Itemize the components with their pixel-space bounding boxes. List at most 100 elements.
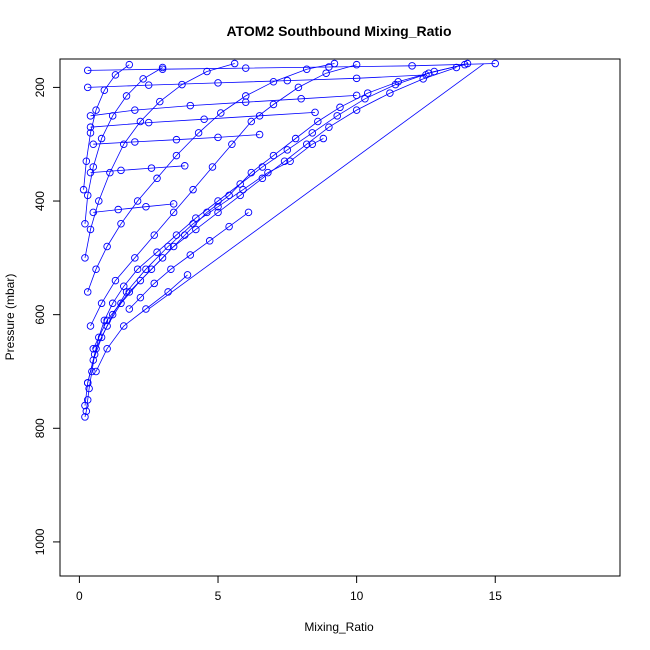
data-point xyxy=(178,80,186,89)
data-point xyxy=(322,69,330,77)
data-point xyxy=(92,344,100,353)
series-line xyxy=(90,112,316,128)
data-point xyxy=(217,109,225,117)
data-point xyxy=(89,344,98,353)
data-point xyxy=(82,407,91,415)
data-point xyxy=(147,265,156,273)
data-point xyxy=(125,60,134,69)
chart-title: ATOM2 Southbound Mixing_Ratio xyxy=(226,23,451,39)
data-point xyxy=(97,134,106,143)
series-4 xyxy=(86,60,361,330)
series-line xyxy=(87,63,335,293)
data-point xyxy=(106,168,114,177)
plot-frame xyxy=(59,58,621,577)
data-point xyxy=(133,265,142,273)
data-point xyxy=(131,138,139,146)
data-point xyxy=(108,299,117,308)
data-point xyxy=(422,71,430,79)
series-line xyxy=(90,165,185,173)
data-point xyxy=(158,254,167,262)
y-tick-label: 200 xyxy=(33,77,47,97)
data-point xyxy=(169,242,178,251)
data-point xyxy=(181,162,189,170)
boundary-line xyxy=(148,63,485,310)
data-point xyxy=(308,140,317,148)
series-5 xyxy=(83,59,339,296)
series-line xyxy=(93,203,174,213)
data-point xyxy=(269,151,278,160)
data-point xyxy=(95,333,103,342)
series-13 xyxy=(89,130,264,148)
data-point xyxy=(92,106,100,114)
data-point xyxy=(241,98,250,106)
data-point xyxy=(394,77,402,86)
data-point xyxy=(183,271,192,279)
data-point xyxy=(144,81,153,89)
data-point xyxy=(114,205,122,214)
data-point xyxy=(89,140,98,148)
y-tick-label: 400 xyxy=(33,191,47,211)
series-line xyxy=(92,67,457,349)
data-point xyxy=(111,276,120,285)
data-point xyxy=(314,117,322,126)
series-16 xyxy=(86,108,319,131)
data-point xyxy=(158,65,167,73)
data-point xyxy=(225,191,233,200)
series-line xyxy=(84,138,324,406)
data-point xyxy=(153,248,161,256)
y-axis: 200 400 600 800 1000 xyxy=(33,77,61,555)
data-point xyxy=(352,60,361,69)
data-point xyxy=(150,279,159,288)
data-point xyxy=(117,299,125,308)
data-point xyxy=(90,350,99,359)
data-point xyxy=(79,185,88,194)
data-point xyxy=(136,117,145,126)
data-point xyxy=(452,63,461,72)
data-point xyxy=(133,197,142,205)
data-point xyxy=(386,89,394,97)
data-point xyxy=(95,197,103,205)
data-point xyxy=(230,59,239,68)
series-line xyxy=(84,67,163,224)
series-line xyxy=(84,63,468,417)
series-line xyxy=(90,95,357,117)
data-point xyxy=(294,83,303,92)
data-point xyxy=(189,185,197,194)
data-point xyxy=(208,163,217,171)
data-point xyxy=(81,220,89,228)
series-12 xyxy=(83,71,430,92)
data-point xyxy=(172,151,181,160)
data-point xyxy=(86,112,95,120)
x-tick-label: 0 xyxy=(76,589,83,603)
data-point xyxy=(136,293,145,302)
data-point xyxy=(291,134,300,143)
data-point xyxy=(83,379,92,387)
data-point xyxy=(258,174,267,183)
data-point xyxy=(142,305,150,313)
data-point xyxy=(97,299,106,308)
series-2 xyxy=(83,60,469,387)
data-point xyxy=(203,208,211,217)
data-point xyxy=(302,140,311,148)
data-point xyxy=(200,115,208,123)
data-point xyxy=(280,157,289,166)
data-point xyxy=(336,103,344,112)
data-point xyxy=(103,242,111,251)
data-point xyxy=(125,305,134,313)
data-point xyxy=(311,108,319,117)
data-point xyxy=(103,316,111,325)
data-point xyxy=(153,174,161,183)
data-point xyxy=(192,225,200,234)
data-point xyxy=(81,413,89,421)
data-point xyxy=(308,129,317,137)
data-point xyxy=(136,276,145,285)
series-line xyxy=(95,274,188,372)
y-axis-label: Pressure (mbar) xyxy=(3,274,17,361)
data-point xyxy=(169,200,178,208)
data-point xyxy=(120,140,128,148)
data-point xyxy=(244,208,253,217)
data-point xyxy=(164,242,172,251)
data-point xyxy=(83,191,92,200)
data-point xyxy=(247,117,256,126)
data-point xyxy=(86,129,95,137)
